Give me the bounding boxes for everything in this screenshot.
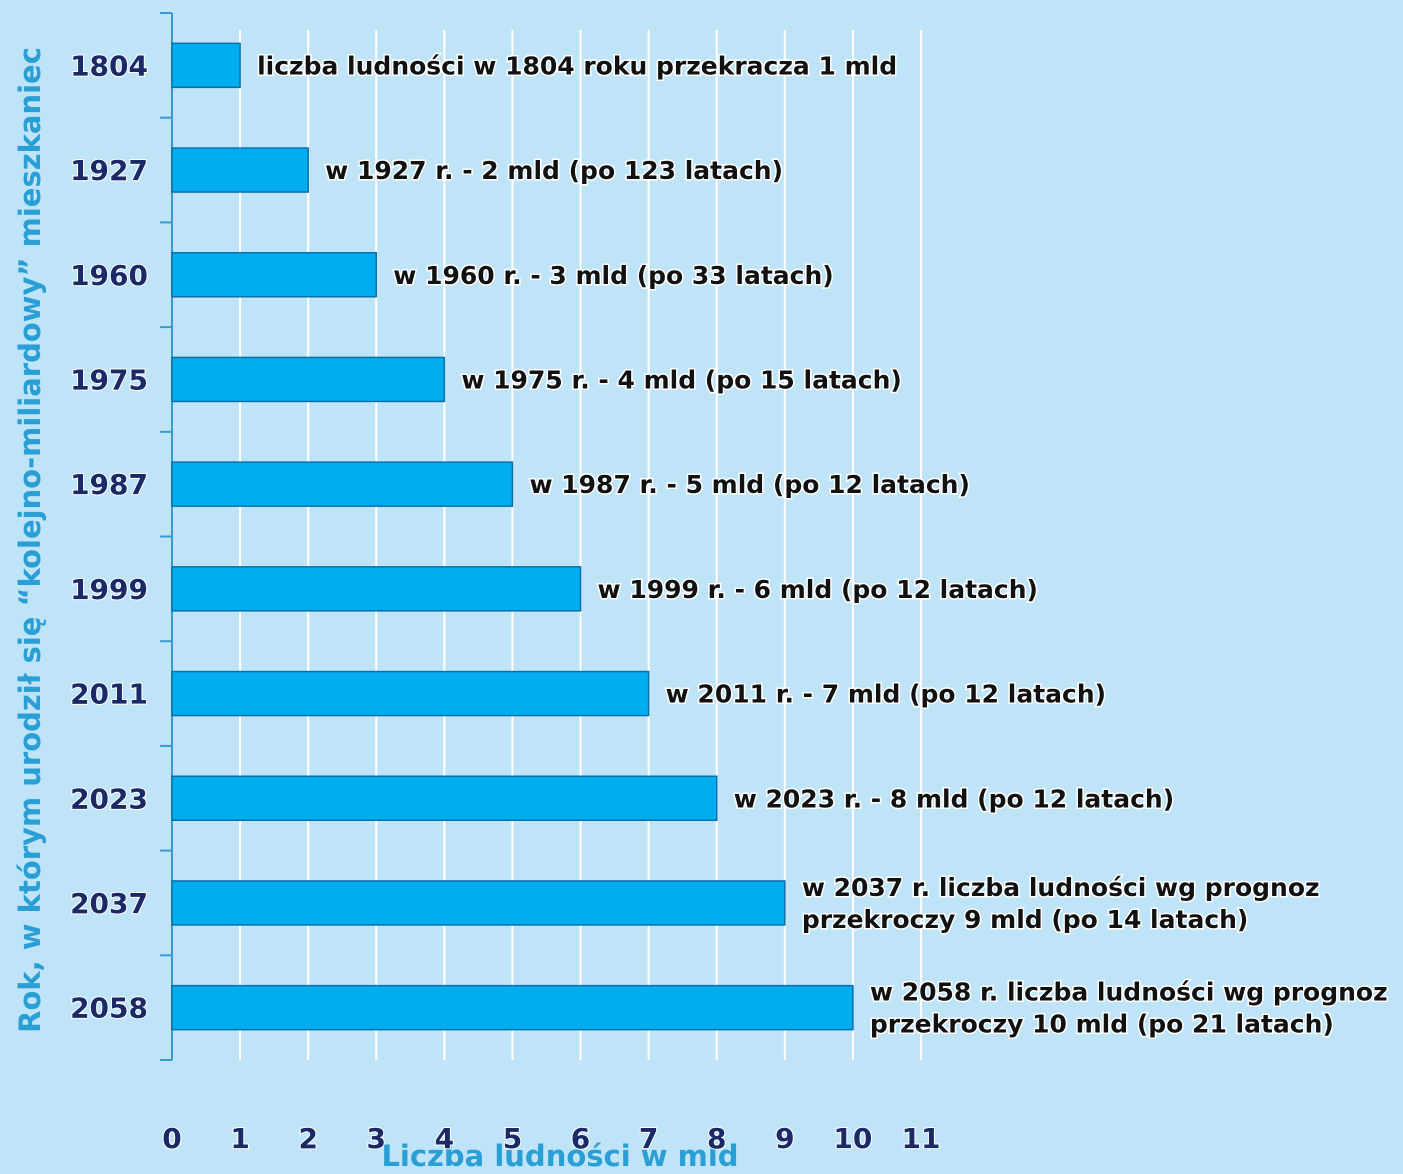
bar bbox=[171, 42, 241, 89]
x-tick-label: 8 bbox=[707, 1122, 726, 1155]
y-tick-label: 1999 bbox=[70, 573, 148, 606]
bar-annotation: przekroczy 9 mld (po 14 latach) bbox=[802, 905, 1249, 934]
y-tick-label: 2023 bbox=[70, 782, 148, 815]
x-tick-label: 3 bbox=[367, 1122, 386, 1155]
bar-annotation: w 1960 r. - 3 mld (po 33 latach) bbox=[393, 261, 833, 290]
bar-annotation: w 1975 r. - 4 mld (po 15 latach) bbox=[461, 365, 901, 394]
bar-annotation: w 2037 r. liczba ludności wg prognoz bbox=[802, 873, 1320, 902]
bar bbox=[171, 984, 854, 1031]
x-tick-label: 2 bbox=[298, 1122, 317, 1155]
y-tick-label: 2037 bbox=[70, 887, 148, 920]
bar-annotation: liczba ludności w 1804 roku przekracza 1… bbox=[257, 51, 897, 80]
x-tick-label: 5 bbox=[503, 1122, 522, 1155]
x-tick-label: 1 bbox=[230, 1122, 249, 1155]
bar-annotation: w 2011 r. - 7 mld (po 12 latach) bbox=[666, 680, 1106, 709]
y-tick-label: 2058 bbox=[70, 992, 148, 1025]
x-tick-label: 7 bbox=[639, 1122, 658, 1155]
y-tick-label: 1927 bbox=[70, 154, 148, 187]
y-axis-label: Rok, w którym urodził się “kolejno-milia… bbox=[13, 47, 47, 1033]
bar bbox=[171, 147, 309, 193]
bar-annotation: w 1927 r. - 2 mld (po 123 latach) bbox=[325, 156, 783, 185]
y-tick-label: 1804 bbox=[70, 49, 148, 82]
bar bbox=[171, 356, 446, 403]
bar-annotation: w 1987 r. - 5 mld (po 12 latach) bbox=[529, 470, 969, 499]
x-tick-label: 6 bbox=[571, 1122, 590, 1155]
bar bbox=[171, 670, 650, 717]
bar-annotation: w 2058 r. liczba ludności wg prognoz bbox=[870, 978, 1388, 1007]
bar bbox=[171, 880, 786, 926]
x-tick-label: 11 bbox=[902, 1122, 941, 1155]
y-tick-label: 1960 bbox=[70, 259, 148, 292]
bar bbox=[171, 775, 718, 821]
y-tick-label: 2011 bbox=[70, 678, 148, 711]
bar-annotation: przekroczy 10 mld (po 21 latach) bbox=[870, 1010, 1334, 1039]
bar-annotation: w 1999 r. - 6 mld (po 12 latach) bbox=[598, 575, 1038, 604]
y-tick-label: 1975 bbox=[70, 363, 148, 396]
x-tick-label: 4 bbox=[435, 1122, 454, 1155]
y-tick-label: 1987 bbox=[70, 468, 148, 501]
x-tick-label: 0 bbox=[162, 1122, 181, 1155]
bar-annotation: w 2023 r. - 8 mld (po 12 latach) bbox=[734, 784, 1174, 813]
x-tick-label: 9 bbox=[775, 1122, 794, 1155]
bar bbox=[171, 252, 378, 298]
bar bbox=[171, 461, 514, 507]
bar bbox=[171, 566, 582, 612]
x-tick-label: 10 bbox=[833, 1122, 872, 1155]
x-axis-label: Liczba ludności w mld bbox=[381, 1139, 738, 1173]
